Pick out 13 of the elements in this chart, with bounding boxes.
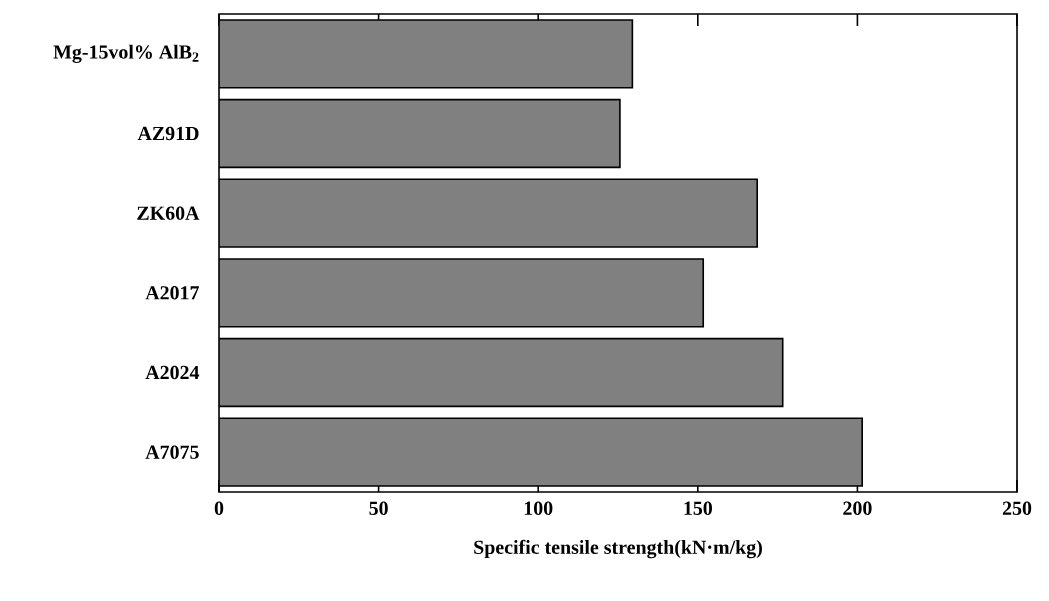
x-tick-label: 100 — [524, 501, 553, 515]
x-tick-label: 250 — [1002, 501, 1032, 515]
x-tick-label: 50 — [369, 501, 388, 515]
y-tick-label: A7075 — [145, 445, 199, 459]
y-tick-label: Mg-15vol% AlB$_{2}$ — [53, 44, 199, 63]
y-tick-label: ZK60A — [137, 206, 200, 220]
y-tick-label: AZ91D — [137, 126, 199, 141]
x-tick-label: 200 — [843, 501, 872, 515]
y-tick-label: A2024 — [145, 365, 200, 380]
x-tick-label: 150 — [684, 501, 712, 515]
x-tick-label: 0 — [214, 501, 224, 515]
x-axis-title: Specific tensile strength(kN·m/kg) — [474, 539, 762, 559]
y-tick-label: A2017 — [145, 286, 199, 300]
